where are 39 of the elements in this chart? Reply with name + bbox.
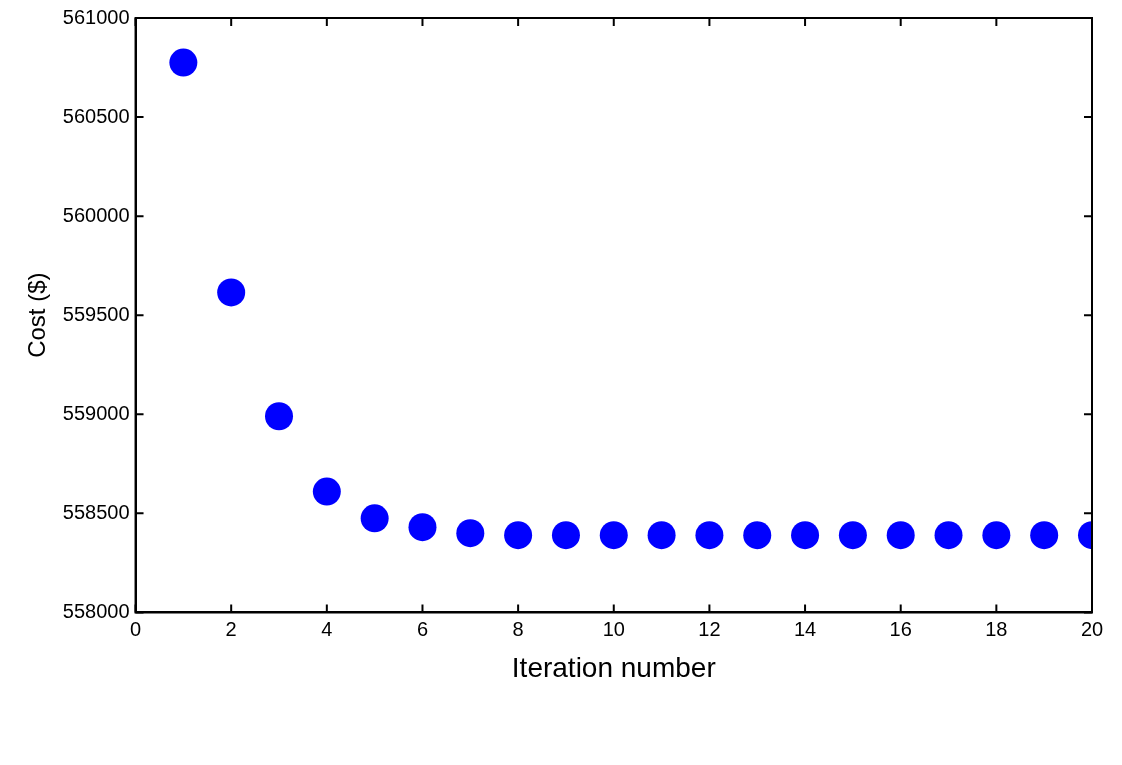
point xyxy=(169,48,198,77)
y-axis-title: Cost ($) xyxy=(23,272,51,358)
y-tick-label: 559000 xyxy=(62,401,130,424)
y-tick-label: 559500 xyxy=(62,302,130,325)
x-tick-label: 18 xyxy=(985,617,1008,640)
y-tick-label: 561000 xyxy=(62,5,130,28)
point xyxy=(982,521,1011,550)
point xyxy=(743,521,772,550)
x-axis-title: Iteration number xyxy=(511,651,716,683)
point xyxy=(504,521,533,550)
point xyxy=(456,519,485,548)
x-tick-label: 6 xyxy=(416,617,429,640)
point xyxy=(217,278,246,307)
point xyxy=(408,513,437,542)
x-tick-label: 20 xyxy=(1080,617,1104,640)
x-tick-label: 12 xyxy=(698,617,721,640)
x-tick-label: 10 xyxy=(602,617,625,640)
point xyxy=(791,521,820,550)
x-tick-label: 8 xyxy=(512,617,524,640)
y-tick-label: 558000 xyxy=(62,599,130,622)
point xyxy=(1030,521,1059,550)
point xyxy=(551,521,580,550)
point xyxy=(695,521,724,550)
point xyxy=(599,521,628,550)
x-tick-label: 0 xyxy=(129,617,142,640)
y-tick-label: 560000 xyxy=(62,203,130,226)
point xyxy=(647,521,676,550)
x-tick-label: 14 xyxy=(793,617,817,640)
point xyxy=(934,521,963,550)
x-tick-label: 16 xyxy=(889,617,912,640)
point xyxy=(312,477,341,506)
point xyxy=(886,521,915,550)
y-tick-label: 560500 xyxy=(62,104,130,127)
point xyxy=(838,521,867,550)
point xyxy=(360,504,389,533)
x-tick-label: 2 xyxy=(225,617,237,640)
x-tick-label: 4 xyxy=(321,617,333,640)
point xyxy=(265,402,294,431)
y-tick-label: 558500 xyxy=(62,500,130,523)
